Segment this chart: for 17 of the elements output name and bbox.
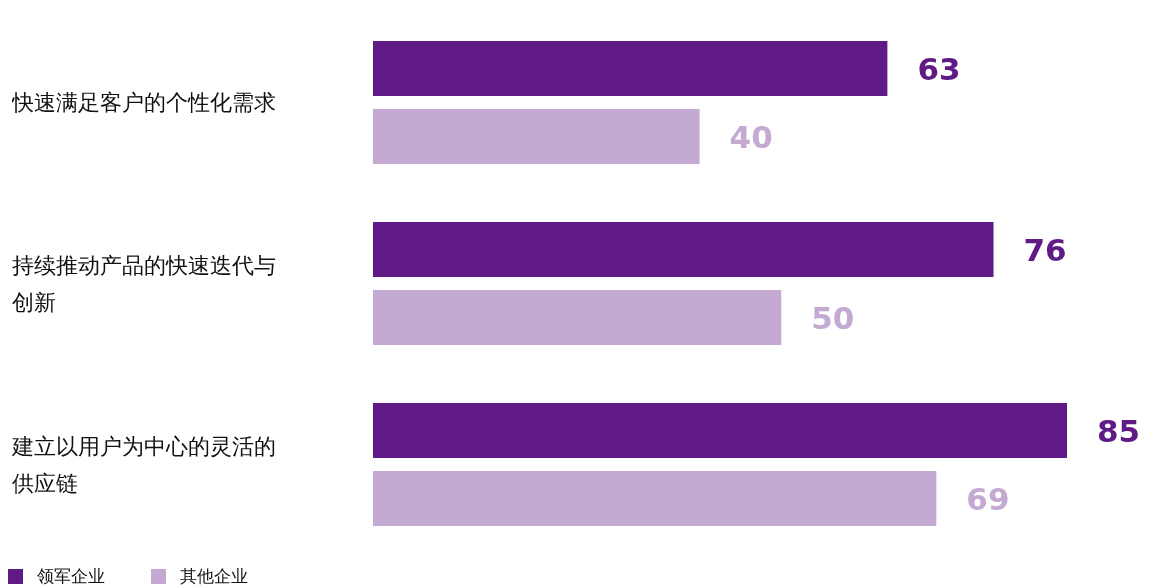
data-label: 40 (729, 118, 773, 155)
data-label: 76 (1023, 231, 1067, 268)
data-label: 63 (917, 50, 961, 87)
y-tick-label: 快速满足客户的个性化需求 (12, 89, 277, 117)
legend-label: 其他企业 (180, 565, 248, 588)
bar (373, 41, 888, 96)
bar (373, 222, 994, 277)
data-label: 69 (966, 480, 1010, 517)
bar (373, 403, 1067, 458)
bar (373, 109, 700, 164)
data-label: 50 (811, 299, 855, 336)
y-tick-label: 建立以用户为中心的灵活的供应链 (12, 432, 277, 498)
bar (373, 290, 782, 345)
y-tick-label: 持续推动产品的快速迭代与创新 (12, 251, 277, 317)
data-label: 85 (1097, 412, 1141, 449)
legend-label: 领军企业 (37, 565, 105, 588)
bar (373, 471, 937, 526)
